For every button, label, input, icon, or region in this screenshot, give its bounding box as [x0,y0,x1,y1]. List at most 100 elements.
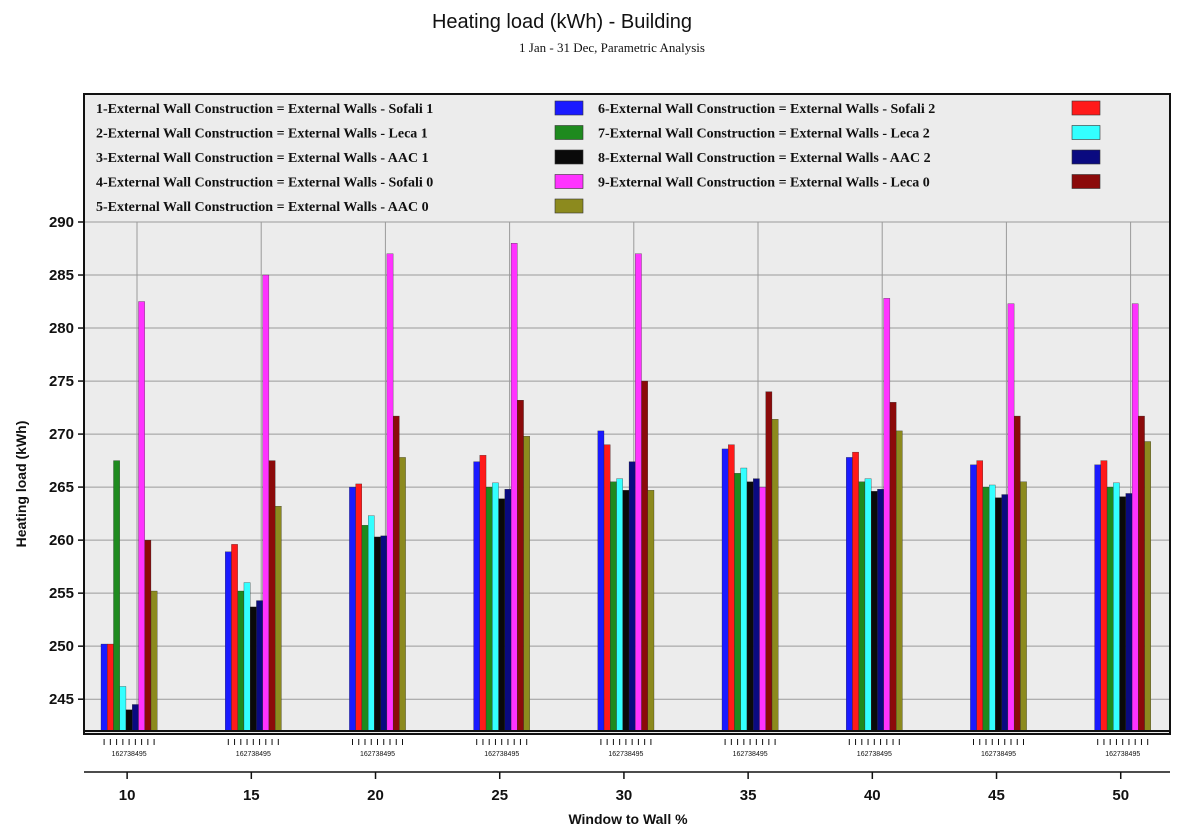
bar [1119,496,1126,732]
bar [896,430,903,732]
bar [622,490,630,732]
legend: 1-External Wall Construction = External … [96,100,1101,215]
legend-swatch [1071,149,1101,165]
bar [628,461,636,732]
bar-sequence-label: 162738495 [857,751,892,758]
x-tick-label: 15 [243,787,260,804]
bar [119,686,127,732]
bar [721,448,729,732]
bar [262,274,270,732]
bar [976,460,984,732]
bar [647,490,655,732]
bar [746,481,754,732]
bar [1020,481,1027,732]
x-axis: 162738495 10 162738495 15 162738495 20 1627384… [84,730,1170,804]
bar [504,489,512,732]
chart-subtitle: 1 Jan - 31 Dec, Parametric Analysis [519,40,705,55]
bar [970,464,977,732]
y-tick-label: 270 [49,426,74,443]
y-axis: 245 250 255 260 265 270 275 280 285 290 [49,214,84,708]
bar [498,498,505,732]
bar [132,704,139,732]
bar [759,486,766,732]
x-tick-label: 50 [1112,787,1129,804]
bars [100,243,1151,732]
bar [523,436,530,732]
legend-label: 9-External Wall Construction = External … [598,176,930,191]
bar-sequence-label: 162738495 [484,751,519,758]
bar [597,430,605,732]
y-tick-label: 275 [49,373,74,390]
bar [852,451,859,732]
bar [883,298,891,732]
bar [753,478,760,732]
y-tick-label: 255 [49,585,74,602]
bar [225,551,232,732]
bar [1094,464,1101,732]
bar [1125,493,1133,732]
bar [100,643,108,732]
bar [616,478,623,732]
y-tick-label: 285 [49,267,74,284]
bar [1007,303,1015,732]
bar [392,415,400,732]
bar [635,253,642,732]
bar [771,419,779,732]
bar [380,535,387,732]
bar [479,455,487,732]
bar-sequence-label: 162738495 [608,751,643,758]
legend-swatch [1071,100,1101,116]
legend-label: 5-External Wall Construction = External … [96,200,429,215]
bar [492,482,499,732]
bar-sequence-label: 162738495 [112,751,147,758]
y-tick-label: 290 [49,214,74,231]
legend-swatch [554,174,584,189]
bar [982,486,990,732]
bar [889,402,897,732]
bar [603,444,611,732]
bar [517,399,524,732]
legend-label: 7-External Wall Construction = External … [598,127,930,142]
y-tick-label: 265 [49,479,74,496]
bar [1138,415,1145,732]
y-axis-label: Heating load (kWh) [13,421,29,548]
chart-title: Heating load (kWh) - Building [432,11,692,33]
bar [107,643,114,732]
bar [740,467,748,732]
bar [765,391,773,732]
bar [1100,460,1108,732]
bar [734,473,741,732]
y-tick-label: 260 [49,532,74,549]
bar-sequence-label: 162738495 [981,751,1016,758]
bar [256,600,263,732]
bar [1131,303,1139,732]
x-tick-label: 45 [988,787,1005,804]
x-tick-label: 35 [740,787,757,804]
bar [237,590,245,732]
bar [150,590,158,732]
legend-label: 1-External Wall Construction = External … [96,102,433,117]
bar [728,444,735,732]
bar [1106,486,1114,732]
bar [846,457,853,732]
y-tick-label: 250 [49,638,74,655]
bar [144,539,152,732]
x-axis-label: Window to Wall % [568,811,688,827]
legend-label: 4-External Wall Construction = External … [96,176,433,191]
bar [386,253,394,732]
y-tick-label: 245 [49,691,74,708]
bar [399,457,406,732]
bar [485,486,493,732]
bar [125,709,133,732]
x-tick-label: 20 [367,787,384,804]
bar [275,506,282,732]
legend-swatch [554,125,584,140]
legend-label: 3-External Wall Construction = External … [96,151,429,166]
bar [361,525,369,732]
bar [367,515,375,732]
bar-sequence-label: 162738495 [236,751,271,758]
bar [355,483,362,732]
bar [610,481,617,732]
bar [871,491,878,732]
